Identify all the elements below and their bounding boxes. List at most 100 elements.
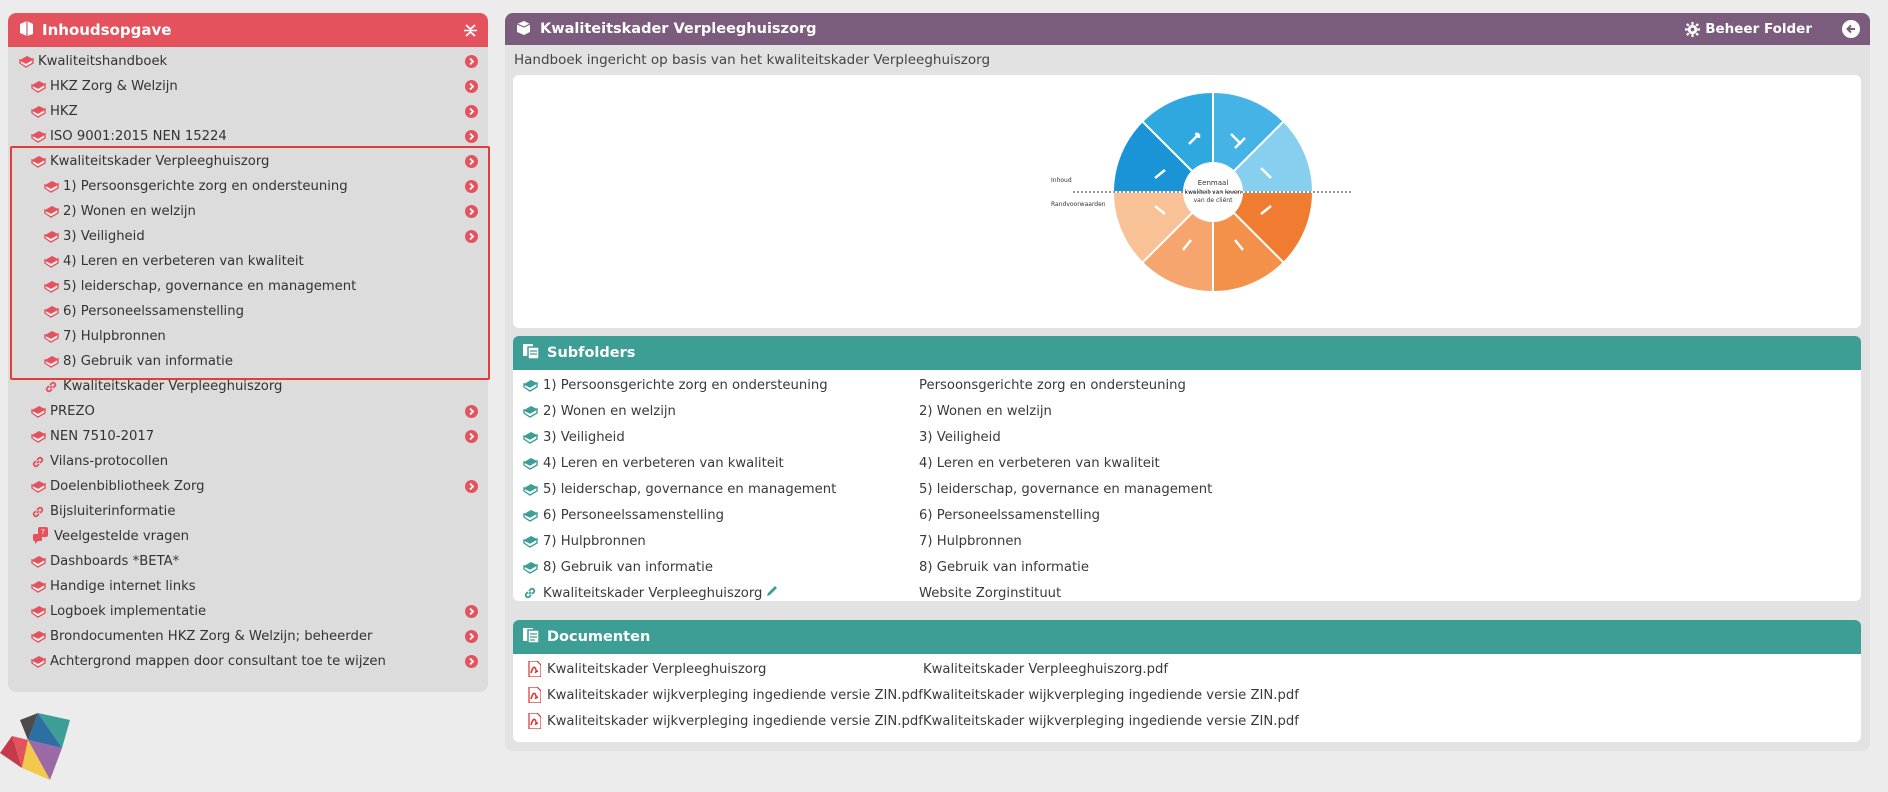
sidebar-item[interactable]: PREZO [8, 399, 488, 424]
sidebar-item[interactable]: Kwaliteitshandboek [8, 49, 488, 74]
book-icon [18, 55, 34, 69]
sidebar-item[interactable]: Kwaliteitskader Verpleeghuiszorg [8, 149, 488, 174]
sidebar-item[interactable]: 6) Personeelssamenstelling [8, 299, 488, 324]
sidebar-item[interactable]: 5) leiderschap, governance en management [8, 274, 488, 299]
sidebar-item[interactable]: Bijsluiterinformatie [8, 499, 488, 524]
sidebar-item[interactable]: Vilans-protocollen [8, 449, 488, 474]
subfolder-name-cell[interactable]: 1) Persoonsgerichte zorg en ondersteunin… [513, 377, 919, 393]
subfolder-row[interactable]: 2) Wonen en welzijn 2) Wonen en welzijn [513, 398, 1861, 424]
sidebar-item[interactable]: Handige internet links [8, 574, 488, 599]
sidebar-item[interactable]: HKZ [8, 99, 488, 124]
subfolder-row[interactable]: 4) Leren en verbeteren van kwaliteit 4) L… [513, 450, 1861, 476]
book-icon [30, 155, 46, 169]
faq-badge: ? [38, 526, 48, 537]
chevron-right-icon[interactable] [465, 480, 478, 493]
document-name: Kwaliteitskader Verpleeghuiszorg [547, 661, 767, 677]
subfolder-description: 6) Personeelssamenstelling [919, 507, 1100, 523]
sidebar-item-label: 7) Hulpbronnen [63, 329, 166, 344]
book-icon [30, 105, 46, 119]
sidebar-item[interactable]: 4) Leren en verbeteren van kwaliteit [8, 249, 488, 274]
document-row[interactable]: Kwaliteitskader wijkverpleging ingediend… [513, 682, 1861, 708]
chevron-right-icon[interactable] [465, 155, 478, 168]
sidebar-item[interactable]: Logboek implementatie [8, 599, 488, 624]
chevron-right-icon[interactable] [465, 130, 478, 143]
subfolder-row[interactable]: 8) Gebruik van informatie 8) Gebruik van … [513, 554, 1861, 580]
collapse-all-icon[interactable] [462, 22, 478, 38]
book-icon [30, 430, 46, 444]
chevron-right-icon[interactable] [465, 655, 478, 668]
subfolder-row[interactable]: 1) Persoonsgerichte zorg en ondersteunin… [513, 372, 1861, 398]
subfolder-row[interactable]: 3) Veiligheid 3) Veiligheid [513, 424, 1861, 450]
chevron-right-icon[interactable] [465, 430, 478, 443]
document-filename: Kwaliteitskader wijkverpleging ingediend… [923, 713, 1299, 729]
chevron-right-icon[interactable] [465, 605, 478, 618]
subfolder-row[interactable]: 5) leiderschap, governance en management… [513, 476, 1861, 502]
chevron-right-icon[interactable] [465, 205, 478, 218]
book-icon [521, 507, 539, 523]
document-name-cell[interactable]: Kwaliteitskader wijkverpleging ingediend… [513, 713, 923, 729]
sidebar-item[interactable]: Achtergrond mappen door consultant toe t… [8, 649, 488, 674]
back-button[interactable] [1842, 20, 1860, 38]
subfolder-name-cell[interactable]: 8) Gebruik van informatie [513, 559, 919, 575]
book-icon [30, 405, 46, 419]
book-icon [43, 230, 59, 244]
sidebar-item[interactable]: 2) Wonen en welzijn [8, 199, 488, 224]
document-name-cell[interactable]: Kwaliteitskader Verpleeghuiszorg [513, 661, 923, 677]
subfolders-title: Subfolders [547, 345, 636, 361]
subfolder-description: 3) Veiligheid [919, 429, 1001, 445]
subfolder-name-cell[interactable]: 3) Veiligheid [513, 429, 919, 445]
sidebar-item[interactable]: NEN 7510-2017 [8, 424, 488, 449]
subfolder-name-cell[interactable]: 4) Leren en verbeteren van kwaliteit [513, 455, 919, 471]
document-name-cell[interactable]: Kwaliteitskader wijkverpleging ingediend… [513, 687, 923, 703]
sidebar-item[interactable]: Kwaliteitskader Verpleeghuiszorg [8, 374, 488, 399]
sidebar-item[interactable]: Brondocumenten HKZ Zorg & Welzijn; behee… [8, 624, 488, 649]
sidebar-item[interactable]: Dashboards *BETA* [8, 549, 488, 574]
sidebar-item-label: Kwaliteitskader Verpleeghuiszorg [50, 154, 270, 169]
sidebar-item[interactable]: HKZ Zorg & Welzijn [8, 74, 488, 99]
sidebar-item-label: 4) Leren en verbeteren van kwaliteit [63, 254, 304, 269]
sidebar-item[interactable]: ISO 9001:2015 NEN 15224 [8, 124, 488, 149]
beheer-folder-button[interactable]: Beheer Folder [1685, 21, 1812, 37]
book-icon [521, 403, 539, 419]
subfolder-row[interactable]: 7) Hulpbronnen 7) Hulpbronnen [513, 528, 1861, 554]
pencil-icon[interactable] [765, 584, 779, 601]
subfolder-name: 3) Veiligheid [543, 429, 625, 445]
chevron-right-icon[interactable] [465, 55, 478, 68]
chevron-right-icon[interactable] [465, 105, 478, 118]
sidebar-item[interactable]: 3) Veiligheid [8, 224, 488, 249]
sidebar-item[interactable]: 8) Gebruik van informatie [8, 349, 488, 374]
chevron-right-icon[interactable] [465, 405, 478, 418]
subfolder-name-cell[interactable]: Kwaliteitskader Verpleeghuiszorg [513, 584, 919, 601]
subfolder-row[interactable]: Kwaliteitskader Verpleeghuiszorg Website … [513, 580, 1861, 601]
pdf-icon [525, 661, 543, 677]
document-name: Kwaliteitskader wijkverpleging ingediend… [547, 687, 923, 703]
chevron-right-icon[interactable] [465, 630, 478, 643]
subfolder-name-cell[interactable]: 5) leiderschap, governance en management [513, 481, 919, 497]
document-row[interactable]: Kwaliteitskader Verpleeghuiszorg Kwalitei… [513, 656, 1861, 682]
link-icon [521, 585, 539, 601]
sidebar-title: Inhoudsopgave [42, 21, 172, 39]
page-title: Kwaliteitskader Verpleeghuiszorg [540, 21, 817, 37]
subfolder-name: 7) Hulpbronnen [543, 533, 646, 549]
chevron-right-icon[interactable] [465, 180, 478, 193]
subfolder-name-cell[interactable]: 7) Hulpbronnen [513, 533, 919, 549]
subfolder-row[interactable]: 6) Personeelssamenstelling 6) Personeelss… [513, 502, 1861, 528]
subfolder-name-cell[interactable]: 2) Wonen en welzijn [513, 403, 919, 419]
sidebar-item[interactable]: 7) Hulpbronnen [8, 324, 488, 349]
sidebar-item-label: Doelenbibliotheek Zorg [50, 479, 205, 494]
sidebar-item[interactable]: 1) Persoonsgerichte zorg en ondersteunin… [8, 174, 488, 199]
main-header: Kwaliteitskader Verpleeghuiszorg Beheer … [505, 13, 1870, 45]
book-icon [43, 330, 59, 344]
chevron-right-icon[interactable] [465, 80, 478, 93]
sidebar-item[interactable]: Doelenbibliotheek Zorg [8, 474, 488, 499]
chevron-right-icon[interactable] [465, 230, 478, 243]
subfolder-description: Persoonsgerichte zorg en ondersteuning [919, 377, 1186, 393]
sidebar-item-label: Logboek implementatie [50, 604, 207, 619]
subfolder-name-cell[interactable]: 6) Personeelssamenstelling [513, 507, 919, 523]
sidebar-item[interactable]: ? Veelgestelde vragen [8, 524, 488, 549]
sidebar-item-label: HKZ [50, 104, 78, 119]
sidebar-item-label: 6) Personeelssamenstelling [63, 304, 244, 319]
document-row[interactable]: Kwaliteitskader wijkverpleging ingediend… [513, 708, 1861, 734]
sidebar-item-label: Kwaliteitskader Verpleeghuiszorg [63, 379, 283, 394]
sidebar-item-label: Brondocumenten HKZ Zorg & Welzijn; behee… [50, 629, 373, 644]
